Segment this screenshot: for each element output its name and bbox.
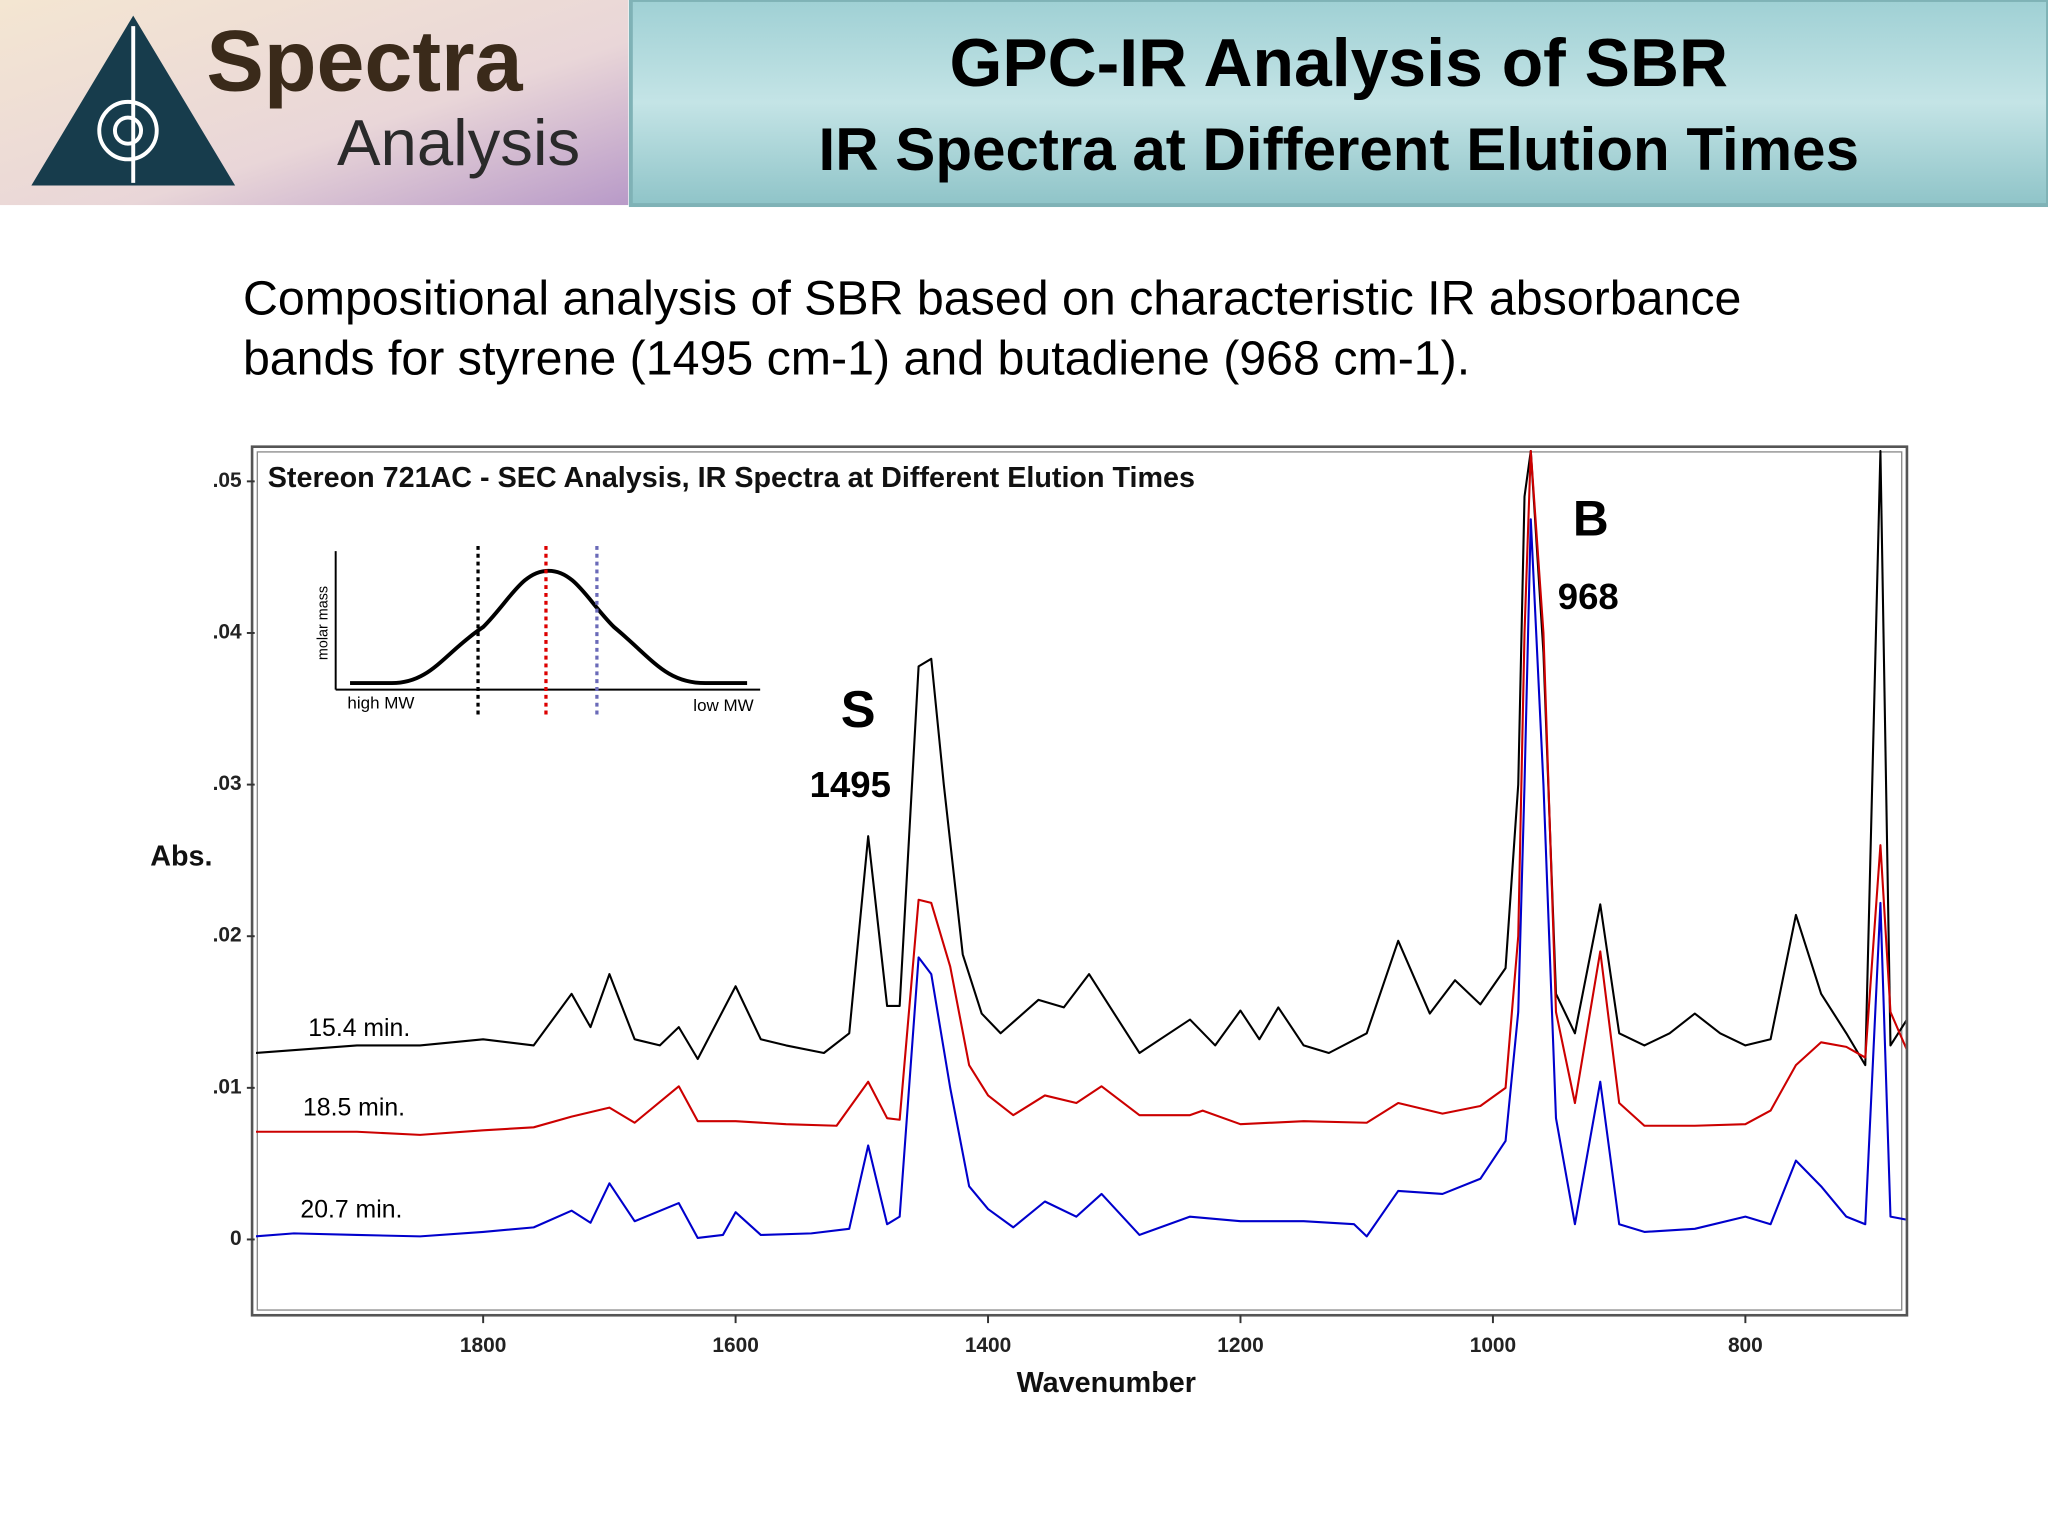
x-tick-label: 800 [1728, 1334, 1763, 1357]
inset-curve [350, 568, 748, 686]
series-label: 20.7 min. [300, 1196, 402, 1223]
logo-spiral [112, 115, 144, 146]
spectrum-line [255, 449, 1906, 1067]
series-label: 18.5 min. [303, 1094, 405, 1121]
inset-label: low MW [693, 696, 753, 715]
x-tick-label: 1000 [1470, 1334, 1516, 1357]
y-tick-label: .01 [213, 1075, 242, 1098]
y-axis-label: Abs. [150, 841, 212, 873]
x-tick-label: 1400 [965, 1334, 1011, 1357]
inset: molar mass high MW low MW [316, 545, 761, 716]
series-label: 15.4 min. [308, 1015, 410, 1042]
annotation: 1495 [810, 764, 891, 805]
inset-label: high MW [347, 693, 414, 712]
annotation: 968 [1558, 576, 1619, 617]
annotation: B [1573, 491, 1609, 547]
slide-subtitle: IR Spectra at Different Elution Times [819, 116, 1859, 183]
logo-text: Spectra [206, 14, 523, 110]
spectrum-line [255, 518, 1906, 1239]
description: bands for styrene (1495 cm-1) and butadi… [243, 332, 1470, 386]
y-tick-label: .02 [213, 924, 242, 947]
y-tick-label: 0 [230, 1227, 242, 1250]
plot-lines [255, 449, 1906, 1239]
description: Compositional analysis of SBR based on c… [243, 271, 1741, 325]
slide-title: GPC-IR Analysis of SBR [950, 26, 1729, 101]
y-tick-label: .03 [213, 772, 242, 795]
logo-spiral [97, 99, 159, 162]
annotation: S [841, 681, 876, 739]
chart-title: Stereon 721AC - SEC Analysis, IR Spectra… [268, 462, 1195, 494]
plot-frame-inner [256, 451, 1903, 1311]
plot-frame [250, 445, 1909, 1317]
inset-y-label: molar mass [316, 586, 332, 660]
x-axis-label: Wavenumber [1017, 1367, 1196, 1399]
spectrum-line [255, 449, 1906, 1136]
logo-text: Analysis [337, 106, 580, 179]
y-tick-label: .04 [213, 620, 242, 643]
y-tick-label: .05 [213, 469, 242, 492]
x-tick-label: 1600 [712, 1334, 758, 1357]
x-tick-label: 1800 [460, 1334, 506, 1357]
x-tick-label: 1200 [1217, 1334, 1263, 1357]
